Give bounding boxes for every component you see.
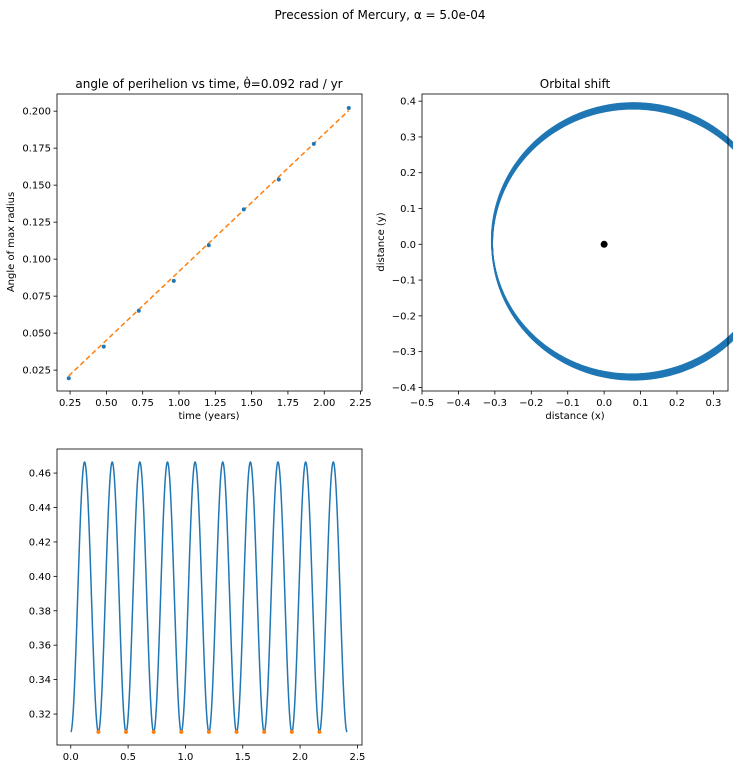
panel-2-ytick-label: 0.36 bbox=[29, 641, 51, 652]
panel-1-xtick-label: 0.2 bbox=[669, 398, 685, 409]
perihelion-plot-ticks: 0.25 0.50 0.75 1.00 1.25 1.50 1.75 2.00 2.25 0.02… bbox=[22, 107, 371, 409]
radius-minimum-point bbox=[262, 729, 267, 734]
orbit-plot-data bbox=[490, 102, 733, 381]
radius-minimum-point bbox=[234, 729, 239, 734]
radius-minimum-point bbox=[151, 729, 156, 734]
perihelion-point bbox=[101, 344, 106, 349]
panel-2-ytick-label: 0.44 bbox=[29, 503, 51, 514]
orbit-plot-ylabel: distance (y) bbox=[376, 212, 387, 271]
perihelion-point bbox=[346, 106, 351, 111]
radius-minimum-point bbox=[289, 729, 294, 734]
radius-minimum-point bbox=[124, 729, 129, 734]
panel-0-xtick-label: 1.00 bbox=[168, 398, 190, 409]
radius-plot-frame bbox=[56, 448, 363, 746]
panel-1-xtick-label: 0.3 bbox=[705, 398, 721, 409]
perihelion-point bbox=[171, 278, 176, 283]
panel-0-xtick-label: 0.75 bbox=[132, 398, 154, 409]
radius-minimum-point bbox=[96, 729, 101, 734]
orbit-plot-xlabel: distance (x) bbox=[545, 411, 604, 422]
figure-suptitle: Precession of Mercury, α = 5.0e-04 bbox=[275, 8, 486, 22]
radius-plot-data bbox=[70, 461, 348, 734]
panel-0-ytick-label: 0.050 bbox=[22, 329, 51, 340]
perihelion-angle-plot: angle of perihelion vs time, θ̇=0.092 ra… bbox=[6, 76, 372, 422]
panel-1-ytick-label: 0.4 bbox=[400, 97, 416, 108]
panel-0-ytick-label: 0.175 bbox=[22, 144, 51, 155]
panel-1-ytick-label: 0.1 bbox=[400, 204, 416, 215]
radius-minimum-point bbox=[317, 729, 322, 734]
perihelion-point bbox=[206, 243, 211, 248]
panel-1-xtick-label: 0.0 bbox=[596, 398, 612, 409]
panel-2-ytick-label: 0.34 bbox=[29, 675, 51, 686]
panel-0-ytick-label: 0.100 bbox=[22, 255, 51, 266]
panel-1-xtick-label: −0.2 bbox=[519, 398, 543, 409]
panel-1-xtick-label: −0.3 bbox=[483, 398, 507, 409]
panel-0-xtick-label: 0.50 bbox=[95, 398, 117, 409]
panel-1-xtick-label: −0.5 bbox=[410, 398, 434, 409]
panel-0-ytick-label: 0.125 bbox=[22, 218, 51, 229]
perihelion-plot-title: angle of perihelion vs time, θ̇=0.092 ra… bbox=[75, 76, 342, 91]
perihelion-point bbox=[241, 207, 246, 212]
panel-2-xtick-label: 2.5 bbox=[349, 752, 365, 763]
panel-0-ytick-label: 0.150 bbox=[22, 181, 51, 192]
panel-2-xtick-label: 0.0 bbox=[63, 752, 79, 763]
perihelion-plot-data bbox=[66, 106, 351, 381]
orbit-plot-ticks: −0.5 −0.4 −0.3 −0.2 −0.1 0.0 0.1 0.2 0.3 −0.4 −0.3… bbox=[392, 97, 722, 409]
perihelion-fit-line bbox=[68, 109, 350, 377]
panel-2-xtick-label: 2.0 bbox=[292, 752, 308, 763]
panel-0-ytick-label: 0.025 bbox=[22, 366, 51, 377]
panel-2-ytick-label: 0.40 bbox=[29, 572, 51, 583]
perihelion-point bbox=[276, 177, 281, 182]
perihelion-plot-xlabel: time (years) bbox=[178, 411, 239, 422]
panel-0-xtick-label: 0.25 bbox=[59, 398, 81, 409]
orbit-plot-title: Orbital shift bbox=[540, 77, 611, 91]
panel-0-ytick-label: 0.200 bbox=[22, 107, 51, 118]
panel-2-ytick-label: 0.42 bbox=[29, 537, 51, 548]
orbit-plot-frame bbox=[421, 93, 729, 392]
panel-1-ytick-label: 0.2 bbox=[400, 168, 416, 179]
panel-2-xtick-label: 1.0 bbox=[177, 752, 193, 763]
panel-1-ytick-label: 0.3 bbox=[400, 132, 416, 143]
panel-1-ytick-label: 0.0 bbox=[400, 240, 416, 251]
perihelion-plot-ylabel: Angle of max radius bbox=[6, 192, 17, 292]
panel-0-ytick-label: 0.075 bbox=[22, 292, 51, 303]
radius-plot-ticks: 0.0 0.5 1.0 1.5 2.0 2.5 0.32 0.34 0.36 0.38 0.40 0.… bbox=[29, 469, 366, 763]
panel-0-xtick-label: 1.25 bbox=[204, 398, 226, 409]
panel-1-ytick-label: −0.1 bbox=[392, 276, 416, 287]
perihelion-point bbox=[136, 308, 141, 313]
panel-2-ytick-label: 0.46 bbox=[29, 469, 51, 480]
panel-0-xtick-label: 2.00 bbox=[313, 398, 335, 409]
radius-time-plot: 0.0 0.5 1.0 1.5 2.0 2.5 0.32 0.34 0.36 0.38 0.40 0.… bbox=[29, 448, 366, 763]
panel-1-xtick-label: −0.1 bbox=[556, 398, 580, 409]
panel-2-ytick-label: 0.32 bbox=[29, 710, 51, 721]
radius-minimum-point bbox=[206, 729, 211, 734]
panel-2-ytick-label: 0.38 bbox=[29, 606, 51, 617]
perihelion-point bbox=[311, 141, 316, 146]
sun-marker bbox=[600, 240, 608, 248]
perihelion-plot-frame bbox=[56, 93, 363, 392]
perihelion-point bbox=[66, 376, 71, 381]
orbital-shift-plot: Orbital shift −0.5 −0.4 −0.3 −0.2 −0.1 0.0 0.1… bbox=[376, 77, 733, 422]
panel-1-ytick-label: −0.4 bbox=[392, 383, 416, 394]
panel-2-xtick-label: 0.5 bbox=[120, 752, 136, 763]
panel-1-ytick-label: −0.2 bbox=[392, 311, 416, 322]
panel-1-ytick-label: −0.3 bbox=[392, 347, 416, 358]
panel-1-xtick-label: 0.1 bbox=[633, 398, 649, 409]
panel-0-xtick-label: 2.25 bbox=[349, 398, 371, 409]
panel-0-xtick-label: 1.50 bbox=[240, 398, 262, 409]
panel-2-xtick-label: 1.5 bbox=[235, 752, 251, 763]
panel-0-xtick-label: 1.75 bbox=[277, 398, 299, 409]
radius-minimum-point bbox=[179, 729, 184, 734]
orbit-path bbox=[490, 102, 733, 376]
panel-1-xtick-label: −0.4 bbox=[446, 398, 470, 409]
